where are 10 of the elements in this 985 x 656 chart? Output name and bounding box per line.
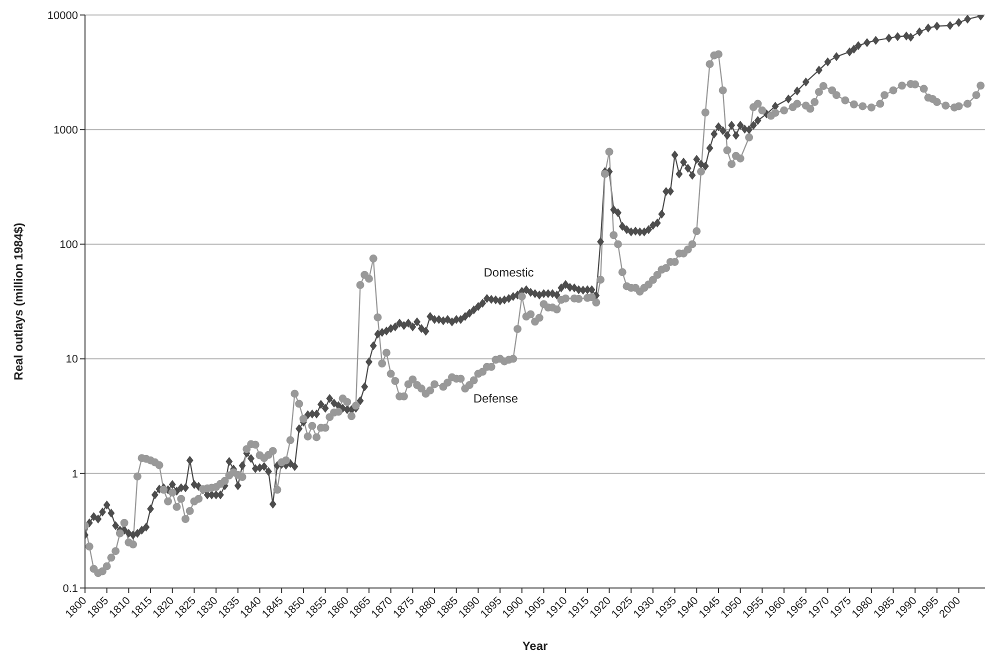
y-axis-title: Real outlays (million 1984$): [11, 222, 26, 380]
y-tick-label: 1: [72, 468, 78, 480]
y-tick-label: 0.1: [62, 582, 78, 595]
x-axis-title: Year: [522, 639, 548, 653]
y-tick-label: 10000: [47, 10, 78, 22]
series-label: Defense: [473, 392, 518, 406]
y-tick-label: 100: [60, 239, 78, 252]
y-tick-label: 10: [66, 354, 78, 366]
y-tick-label: 1000: [54, 124, 78, 137]
series-label: Domestic: [484, 265, 534, 280]
